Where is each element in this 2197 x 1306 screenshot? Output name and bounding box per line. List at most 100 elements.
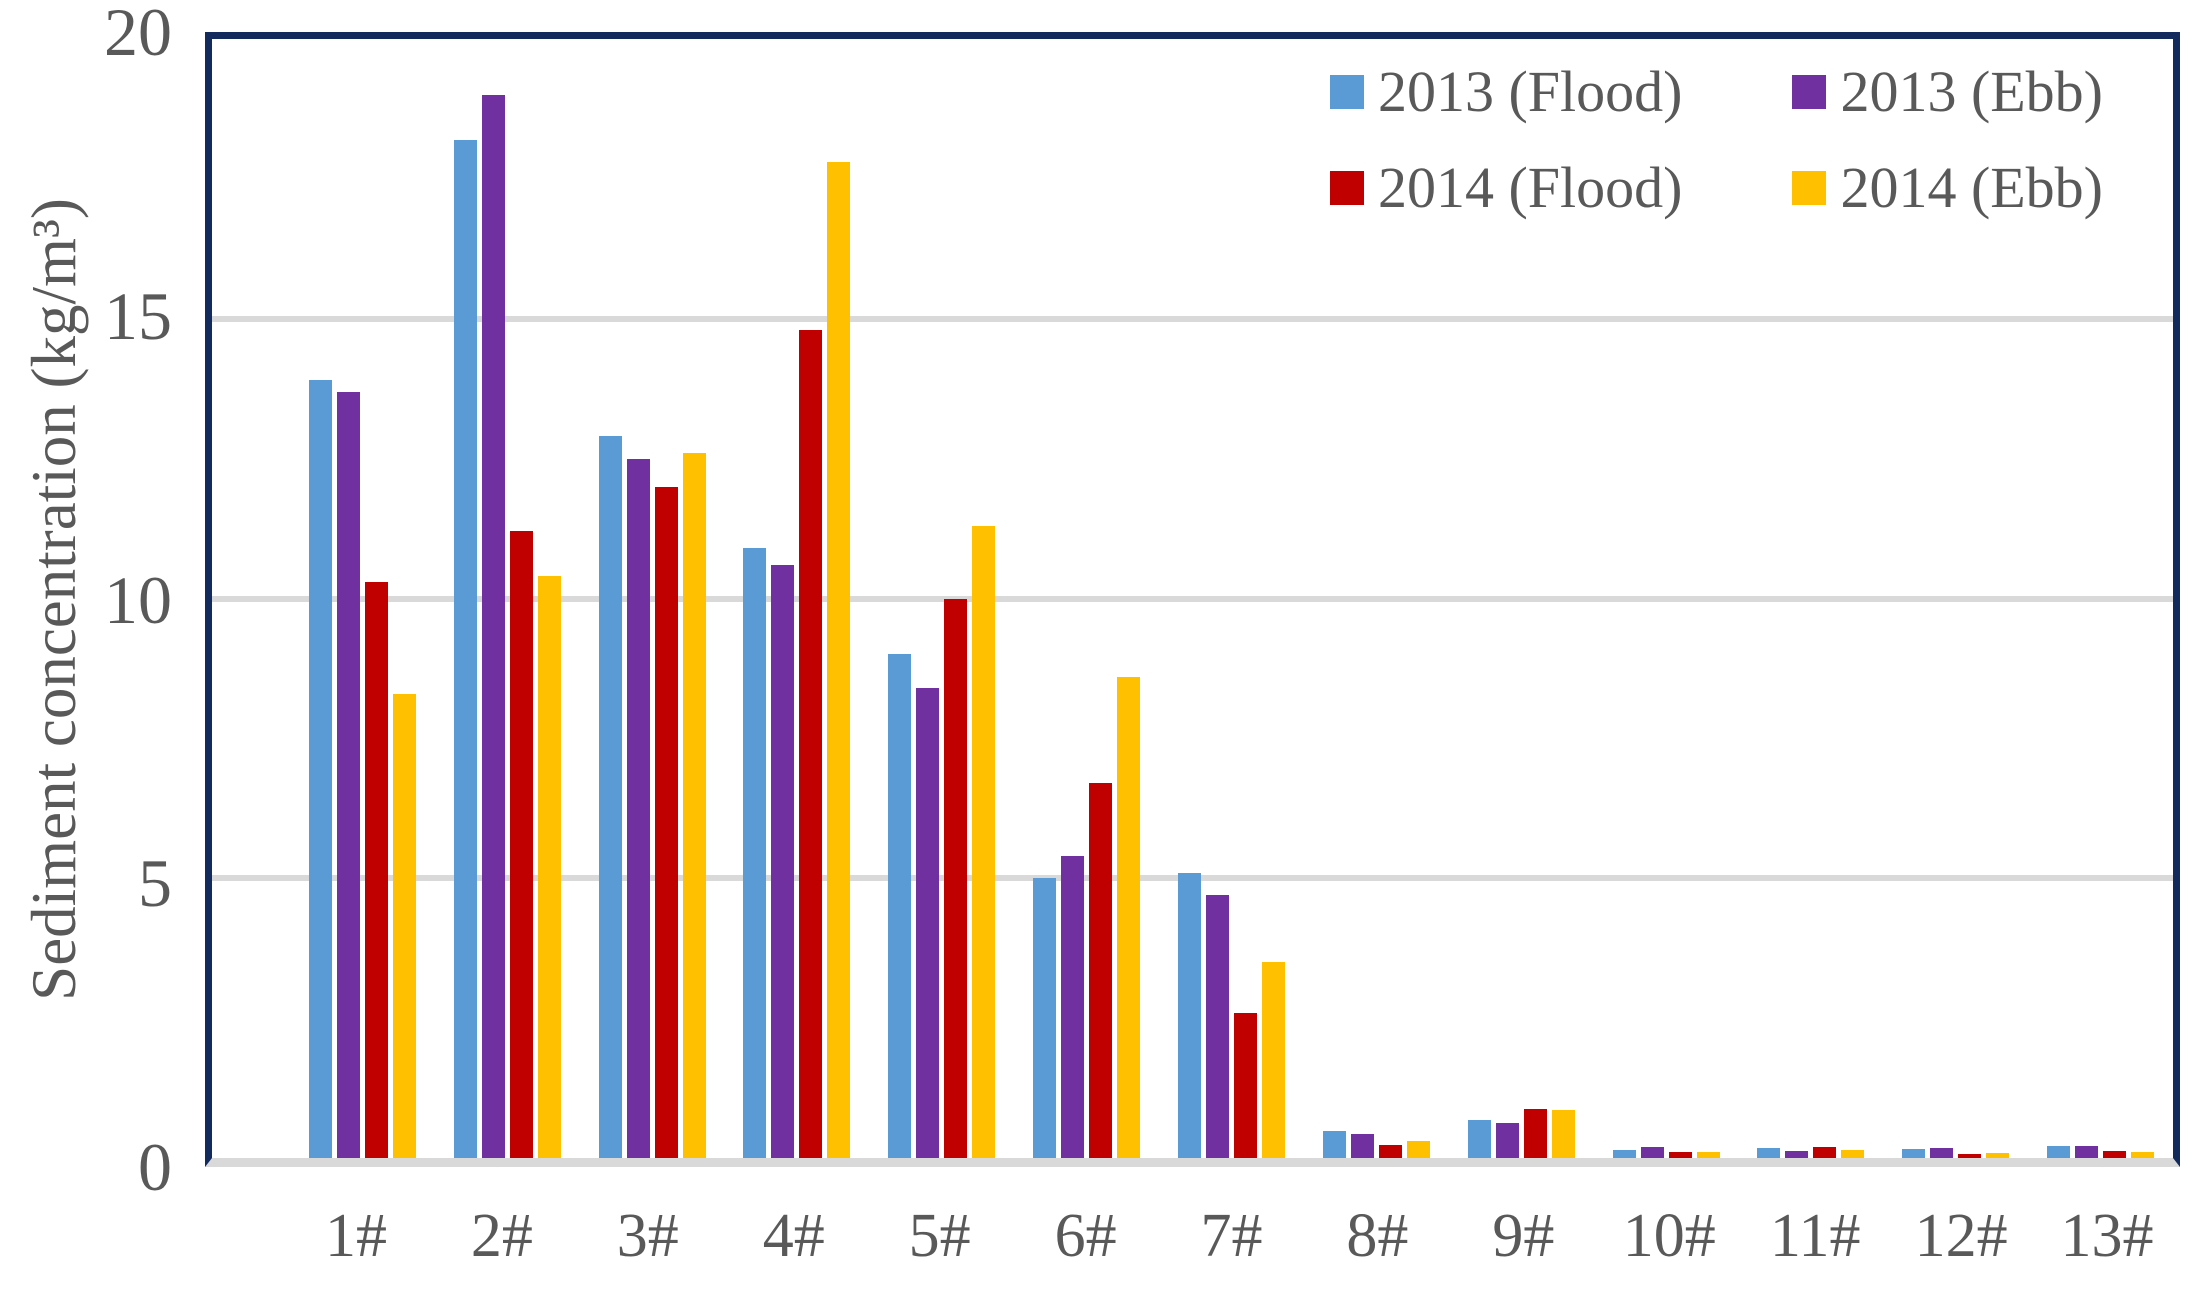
x-tick-label: 2# xyxy=(470,1202,533,1270)
legend-item: 2014 (Ebb) xyxy=(1792,159,2103,217)
bar xyxy=(1841,1150,1865,1158)
bar xyxy=(598,436,622,1158)
x-tick-label: 12# xyxy=(1914,1202,2008,1270)
bar xyxy=(1551,1110,1575,1158)
legend-item: 2014 (Flood) xyxy=(1329,155,1683,220)
bar xyxy=(1261,962,1285,1158)
bar xyxy=(771,564,795,1158)
bar xyxy=(509,531,533,1158)
bar-group-11# xyxy=(1738,39,1883,1158)
bar-group-12# xyxy=(1883,39,2028,1158)
bar xyxy=(1785,1150,1809,1158)
y-tick-label: 20 xyxy=(104,0,172,70)
legend-swatch xyxy=(1792,75,1827,109)
bar-group-5# xyxy=(869,39,1014,1158)
bar xyxy=(1813,1147,1837,1158)
legend-label: 2014 (Flood) xyxy=(1377,155,1683,220)
bar xyxy=(1089,783,1113,1158)
bar xyxy=(481,94,505,1158)
bar xyxy=(308,380,332,1158)
bar xyxy=(1668,1151,1692,1158)
bar xyxy=(364,581,388,1158)
bar xyxy=(1495,1122,1519,1158)
legend-swatch xyxy=(1329,171,1364,205)
bar xyxy=(1322,1131,1346,1158)
x-tick-label: 7# xyxy=(1200,1202,1263,1270)
legend-label: 2013 (Flood) xyxy=(1377,59,1683,124)
x-tick-label: 9# xyxy=(1492,1202,1555,1270)
legend-label: 2014 (Ebb) xyxy=(1840,155,2103,220)
legend-swatch xyxy=(1792,171,1827,205)
x-axis: 1# 2# 3# 4# 5# 6# 7# 8# 9# 10# 11# 12# 13# xyxy=(205,1205,2180,1267)
bar xyxy=(1523,1109,1547,1158)
bar-group-7# xyxy=(1159,39,1304,1158)
bar-group-13# xyxy=(2028,39,2173,1158)
x-tick-label: 4# xyxy=(762,1202,825,1270)
bar xyxy=(1958,1153,1982,1158)
bar xyxy=(2075,1145,2099,1158)
bar xyxy=(2047,1146,2071,1158)
bar xyxy=(1205,895,1229,1158)
bar xyxy=(888,654,912,1158)
bar xyxy=(453,139,477,1158)
x-tick-label: 6# xyxy=(1054,1202,1117,1270)
bar xyxy=(654,486,678,1158)
bar xyxy=(1902,1148,1926,1158)
bar xyxy=(682,453,706,1158)
legend: 2013 (Flood) 2013 (Ebb) 2014 (Flood) 2014 (… xyxy=(1329,59,2103,220)
bar-group-9# xyxy=(1449,39,1594,1158)
bar-group-2# xyxy=(435,39,580,1158)
bar xyxy=(799,329,823,1158)
bar xyxy=(1233,1012,1257,1158)
bar xyxy=(972,525,996,1158)
bar xyxy=(1640,1147,1664,1158)
bar xyxy=(1117,676,1141,1158)
bar-group-1# xyxy=(290,39,435,1158)
bar xyxy=(1061,855,1085,1158)
x-tick-label: 11# xyxy=(1769,1202,1861,1270)
y-tick-label: 15 xyxy=(104,277,172,354)
x-tick-label: 8# xyxy=(1346,1202,1409,1270)
bar xyxy=(944,598,968,1158)
bar-group-10# xyxy=(1594,39,1739,1158)
bar xyxy=(2103,1150,2127,1158)
bar xyxy=(1177,872,1201,1158)
bar xyxy=(1986,1152,2010,1158)
bar-group-8# xyxy=(1304,39,1449,1158)
x-tick-label: 10# xyxy=(1622,1202,1716,1270)
x-tick-label: 5# xyxy=(908,1202,971,1270)
bar xyxy=(336,391,360,1158)
gridline-15 xyxy=(212,315,2173,322)
bar xyxy=(1350,1133,1374,1158)
y-tick-label: 5 xyxy=(138,845,172,922)
bar xyxy=(537,576,561,1158)
bar-group-3# xyxy=(580,39,725,1158)
y-tick-label: 0 xyxy=(138,1129,172,1205)
x-tick-label: 13# xyxy=(2060,1202,2154,1270)
bar xyxy=(1930,1147,1954,1158)
bar xyxy=(1378,1145,1402,1158)
bar-group-6# xyxy=(1014,39,1159,1158)
bar-group-4# xyxy=(725,39,870,1158)
bar xyxy=(1033,878,1057,1158)
legend-item: 2013 (Flood) xyxy=(1329,59,1683,124)
y-tick-label: 10 xyxy=(104,561,172,638)
plot-area: 2013 (Flood) 2013 (Ebb) 2014 (Flood) 2014 (… xyxy=(205,32,2180,1167)
bars-layer xyxy=(212,39,2173,1158)
bar xyxy=(1467,1119,1491,1158)
bar xyxy=(827,162,851,1158)
bar xyxy=(392,693,416,1158)
legend-label: 2013 (Ebb) xyxy=(1840,59,2103,124)
gridline-10 xyxy=(212,595,2173,602)
legend-item: 2013 (Ebb) xyxy=(1792,63,2103,121)
x-tick-label: 3# xyxy=(616,1202,679,1270)
bar xyxy=(1757,1147,1781,1158)
x-tick-label: 1# xyxy=(324,1202,387,1270)
bar xyxy=(1406,1140,1430,1158)
bar xyxy=(1696,1151,1720,1158)
bar xyxy=(1612,1149,1636,1158)
legend-swatch xyxy=(1329,75,1364,109)
bar xyxy=(2131,1152,2155,1158)
bar xyxy=(626,458,650,1158)
